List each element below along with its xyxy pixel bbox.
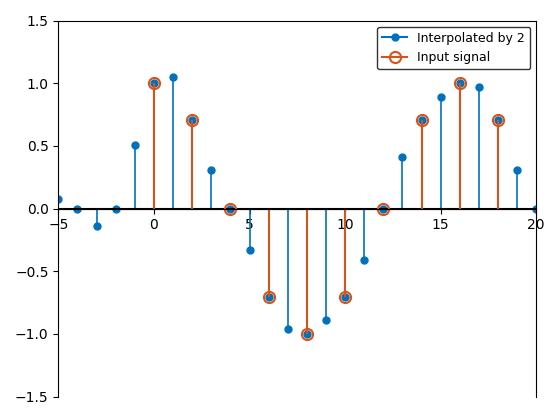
Legend: Interpolated by 2, Input signal: Interpolated by 2, Input signal [377, 27, 530, 69]
